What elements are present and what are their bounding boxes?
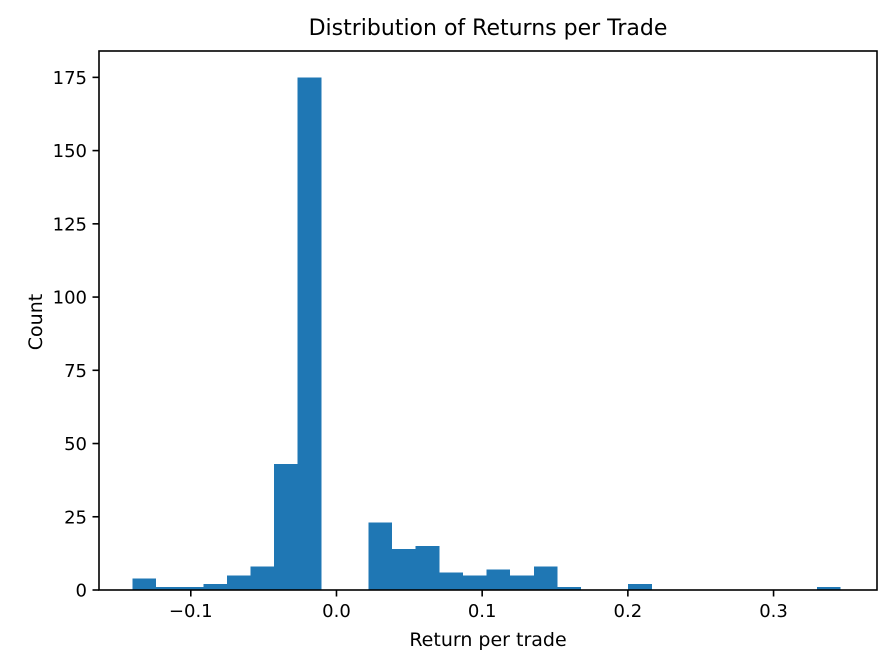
x-tick-label-4: 0.3 [759, 601, 788, 622]
histogram-bar-11 [392, 548, 416, 590]
y-tick-label-1: 25 [64, 507, 87, 528]
chart-title: Distribution of Returns per Trade [308, 16, 668, 41]
histogram-bar-14 [462, 575, 487, 590]
y-tick-label-6: 150 [53, 141, 87, 162]
histogram-bar-1 [156, 587, 180, 590]
histogram-bar-13 [439, 572, 463, 590]
histogram-bar-2 [179, 587, 204, 590]
y-tick-label-7: 175 [53, 68, 87, 89]
histogram-bar-10 [368, 522, 393, 591]
histogram-bar-12 [415, 546, 440, 590]
histogram-bar-0 [132, 578, 157, 590]
x-axis-label: Return per trade [409, 629, 567, 651]
histogram-bar-21 [628, 584, 652, 590]
x-tick-label-2: 0.1 [468, 601, 497, 622]
y-tick-label-4: 100 [53, 288, 87, 309]
histogram-bar-5 [250, 566, 275, 590]
y-axis-label: Count [25, 293, 47, 351]
plot-border [98, 50, 878, 591]
x-tick-label-0: −0.1 [169, 601, 213, 622]
histogram-bar-3 [203, 584, 227, 590]
histogram-bar-15 [486, 569, 511, 590]
y-tick-label-0: 0 [76, 581, 87, 602]
y-tick-label-3: 75 [64, 361, 87, 382]
histogram-bar-7 [297, 77, 322, 591]
x-tick-label-3: 0.2 [614, 601, 643, 622]
histogram-bar-4 [226, 575, 251, 590]
y-tick-label-2: 50 [64, 434, 87, 455]
histogram-bar-16 [510, 575, 534, 590]
histogram-bar-17 [533, 566, 558, 590]
histogram-bar-18 [557, 587, 581, 590]
x-tick-label-1: 0.0 [322, 601, 351, 622]
histogram-bar-29 [816, 587, 841, 590]
histogram-bar-6 [274, 464, 298, 590]
y-tick-label-5: 125 [53, 214, 87, 235]
